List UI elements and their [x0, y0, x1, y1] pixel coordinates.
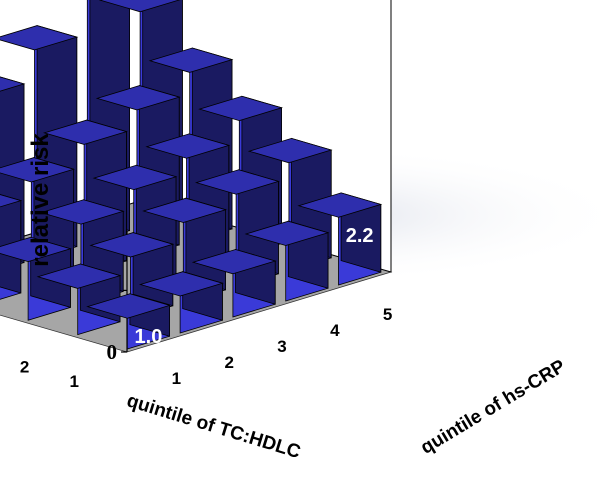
bar-top-face [194, 169, 280, 195]
bar-top-face [95, 85, 181, 111]
bar-tchdlc-1-hscrp-3 [191, 248, 277, 318]
bar-top-face [36, 263, 122, 289]
bar-top-face [142, 197, 228, 223]
bar-top-face [0, 236, 72, 263]
bar-top-face [191, 249, 277, 275]
y-axis-label: relative risk [27, 133, 54, 267]
bar-top-face [0, 157, 76, 183]
bar-top-face [39, 199, 125, 225]
x-tick-label: 3 [277, 337, 286, 356]
bar-top-face [148, 47, 234, 73]
bar-top-face [198, 95, 284, 122]
bars-group [0, 0, 383, 350]
z-axis-label: quintile of TC:HDLC [124, 390, 303, 463]
y-tick-label: 0 [107, 340, 118, 364]
bar-top-face [42, 119, 128, 145]
x-axis-label: quintile of hs-CRP [417, 356, 569, 459]
x-tick-label: 1 [172, 369, 181, 388]
bar-top-face [0, 194, 23, 208]
data-label-1-1: 1.0 [135, 326, 163, 348]
bar-top-face [138, 271, 224, 297]
x-tick-label: 5 [383, 305, 392, 324]
bar-tchdlc-1-hscrp-2 [138, 271, 224, 334]
bar-top-face [247, 137, 333, 164]
bar-top-face [0, 25, 79, 51]
bar-tchdlc-1-hscrp-1 [86, 293, 172, 350]
bar-top-face [86, 293, 172, 319]
bar-top-face [297, 192, 383, 218]
bar-top-face [98, 0, 181, 13]
bar-tchdlc-1-hscrp-5 [297, 192, 383, 286]
bar-top-face [145, 133, 231, 159]
data-label-5-4: 8.7 [95, 0, 123, 5]
bar-top-face [0, 76, 26, 92]
z-tick-label: 2 [20, 357, 29, 376]
bar-tchdlc-3-hscrp-1 [0, 236, 72, 321]
bar-tchdlc-1-hscrp-4 [244, 220, 330, 302]
x-tick-label: 4 [330, 321, 340, 340]
bar-top-face [92, 164, 178, 191]
bar-top-face [89, 232, 175, 258]
data-label-1-5: 2.2 [346, 225, 374, 247]
z-tick-label: 1 [69, 372, 78, 391]
x-tick-label: 2 [224, 353, 233, 372]
bar-top-face [244, 220, 330, 246]
labels-group: 1.02.24.28.71234512345 [19, 0, 393, 391]
